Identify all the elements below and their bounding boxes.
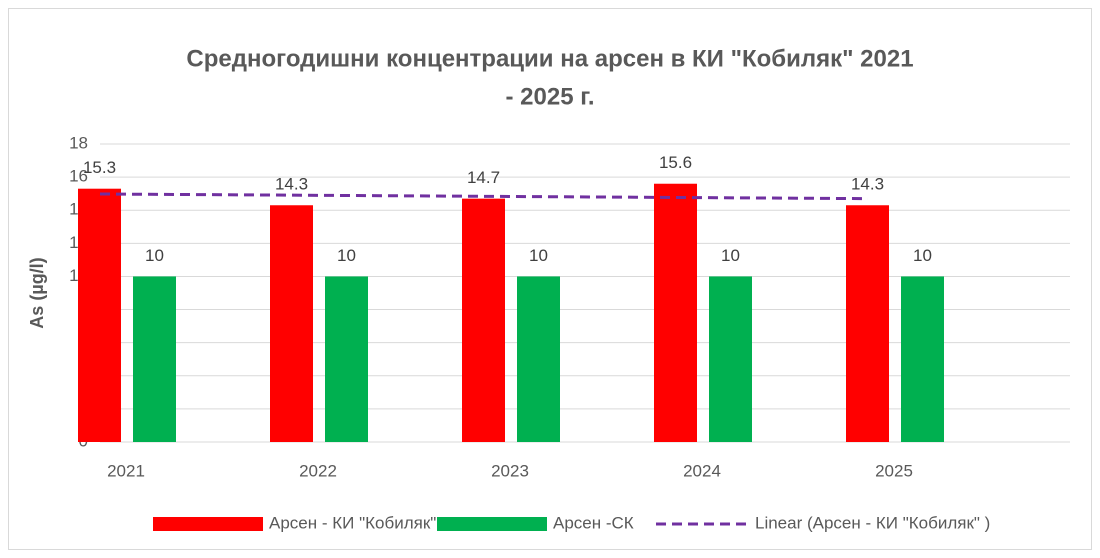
y-axis-label: As (µg/l) — [27, 257, 47, 328]
data-label: 14.7 — [467, 168, 500, 187]
legend-swatch — [153, 517, 263, 531]
bar — [517, 276, 560, 442]
bar — [462, 198, 505, 442]
bar — [78, 188, 121, 442]
x-tick-label: 2024 — [683, 461, 721, 480]
bar — [270, 205, 313, 442]
x-tick-label: 2025 — [875, 461, 913, 480]
data-label: 10 — [721, 246, 740, 265]
bar — [133, 276, 176, 442]
bar — [709, 276, 752, 442]
legend-label: Арсен - КИ "Кобиляк" — [269, 513, 436, 532]
legend-label: Linear (Арсен - КИ "Кобиляк" ) — [755, 513, 990, 532]
x-tick-label: 2021 — [107, 461, 145, 480]
y-tick-label: 18 — [69, 133, 88, 152]
x-tick-label: 2023 — [491, 461, 529, 480]
data-label: 10 — [337, 246, 356, 265]
data-label: 10 — [913, 246, 932, 265]
bar — [654, 183, 697, 442]
data-label: 10 — [529, 246, 548, 265]
chart-title: Средногодишни концентрации на арсен в КИ… — [186, 45, 913, 72]
bar — [325, 276, 368, 442]
y-tick-label: 16 — [69, 167, 88, 186]
data-label: 14.3 — [275, 175, 308, 194]
legend-swatch — [437, 517, 547, 531]
data-label: 14.3 — [851, 175, 884, 194]
x-tick-label: 2022 — [299, 461, 337, 480]
data-label: 10 — [145, 246, 164, 265]
data-label: 15.6 — [659, 153, 692, 172]
bar — [901, 276, 944, 442]
bar — [846, 205, 889, 442]
legend-label: Арсен -СК — [553, 513, 634, 532]
trend-line — [99, 192, 869, 201]
data-label: 15.3 — [83, 158, 116, 177]
chart-title: - 2025 г. — [506, 83, 595, 110]
